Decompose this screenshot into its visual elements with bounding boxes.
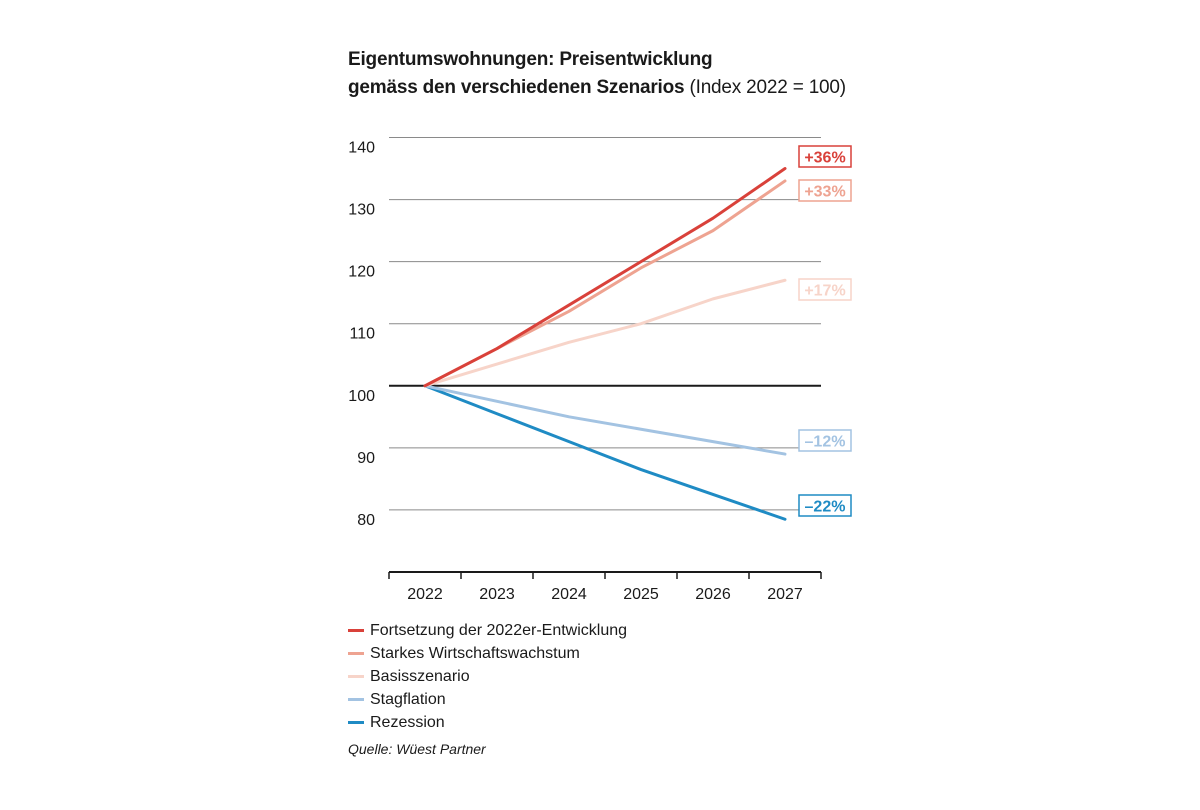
legend: Fortsetzung der 2022er-Entwicklung Starke… bbox=[348, 619, 627, 734]
legend-label-0: Fortsetzung der 2022er-Entwicklung bbox=[370, 621, 628, 639]
y-tick-label-90: 90 bbox=[357, 450, 375, 467]
x-tick-label-2026: 2026 bbox=[695, 586, 731, 603]
legend-swatch-1 bbox=[348, 652, 364, 655]
legend-swatch-0 bbox=[348, 629, 364, 632]
end-label-0: +36% bbox=[804, 150, 845, 167]
title-line-2-bold: gemäss den verschiedenen Szenarios bbox=[348, 77, 685, 98]
legend-item-4: Rezession bbox=[348, 711, 627, 734]
title-line-1: Eigentumswohnungen: Preisentwicklung bbox=[348, 49, 713, 70]
y-tick-label-100: 100 bbox=[348, 388, 375, 405]
end-label-box-2 bbox=[798, 278, 852, 301]
series-line-2 bbox=[423, 278, 787, 388]
legend-label-4: Rezession bbox=[370, 713, 445, 731]
legend-swatch-3 bbox=[348, 698, 364, 701]
x-tick-label-2023: 2023 bbox=[479, 586, 515, 603]
y-tick-label-110: 110 bbox=[349, 326, 375, 343]
legend-item-1: Starkes Wirtschaftswachstum bbox=[348, 642, 627, 665]
x-tick-label-2024: 2024 bbox=[551, 586, 587, 603]
legend-item-2: Basisszenario bbox=[348, 665, 627, 688]
legend-label-1: Starkes Wirtschaftswachstum bbox=[370, 644, 580, 662]
series-line-4 bbox=[423, 384, 787, 521]
y-tick-label-80: 80 bbox=[357, 512, 375, 529]
legend-item-0: Fortsetzung der 2022er-Entwicklung bbox=[348, 619, 627, 642]
y-tick-label-120: 120 bbox=[348, 264, 375, 281]
y-tick-label-130: 130 bbox=[348, 202, 375, 219]
end-labels: +36% +33% +17% –12% –22% bbox=[798, 145, 852, 517]
chart-title: Eigentumswohnungen: Preisentwicklung gem… bbox=[348, 46, 948, 102]
x-tick-label-2027: 2027 bbox=[767, 586, 803, 603]
series-line-3 bbox=[423, 384, 787, 456]
end-label-box-4 bbox=[798, 494, 852, 517]
legend-label-3: Stagflation bbox=[370, 690, 446, 708]
legend-item-3: Stagflation bbox=[348, 688, 627, 711]
y-axis-ticks: 80 90 100 110 120 130 140 bbox=[348, 140, 375, 529]
legend-label-2: Basisszenario bbox=[370, 667, 470, 685]
end-label-4: –22% bbox=[805, 499, 846, 516]
end-label-3: –12% bbox=[805, 434, 846, 451]
end-label-2: +17% bbox=[804, 283, 845, 300]
title-line-2-normal: (Index 2022 = 100) bbox=[684, 77, 846, 98]
title-line-2: gemäss den verschiedenen Szenarios (Inde… bbox=[348, 74, 948, 102]
series-lines bbox=[423, 167, 787, 521]
x-tick-label-2022: 2022 bbox=[407, 586, 443, 603]
end-label-1: +33% bbox=[804, 184, 845, 201]
source-note: Quelle: Wüest Partner bbox=[348, 741, 486, 757]
legend-swatch-2 bbox=[348, 675, 364, 678]
end-label-box-1 bbox=[798, 179, 852, 202]
x-axis: 2022 2023 2024 2025 2026 2027 bbox=[388, 571, 822, 603]
end-label-box-3 bbox=[798, 429, 852, 452]
legend-swatch-4 bbox=[348, 721, 364, 724]
x-tick-label-2025: 2025 bbox=[623, 586, 659, 603]
series-line-0 bbox=[423, 167, 787, 388]
y-tick-label-140: 140 bbox=[348, 140, 375, 157]
gridlines bbox=[389, 137, 821, 511]
end-label-box-0 bbox=[798, 145, 852, 168]
